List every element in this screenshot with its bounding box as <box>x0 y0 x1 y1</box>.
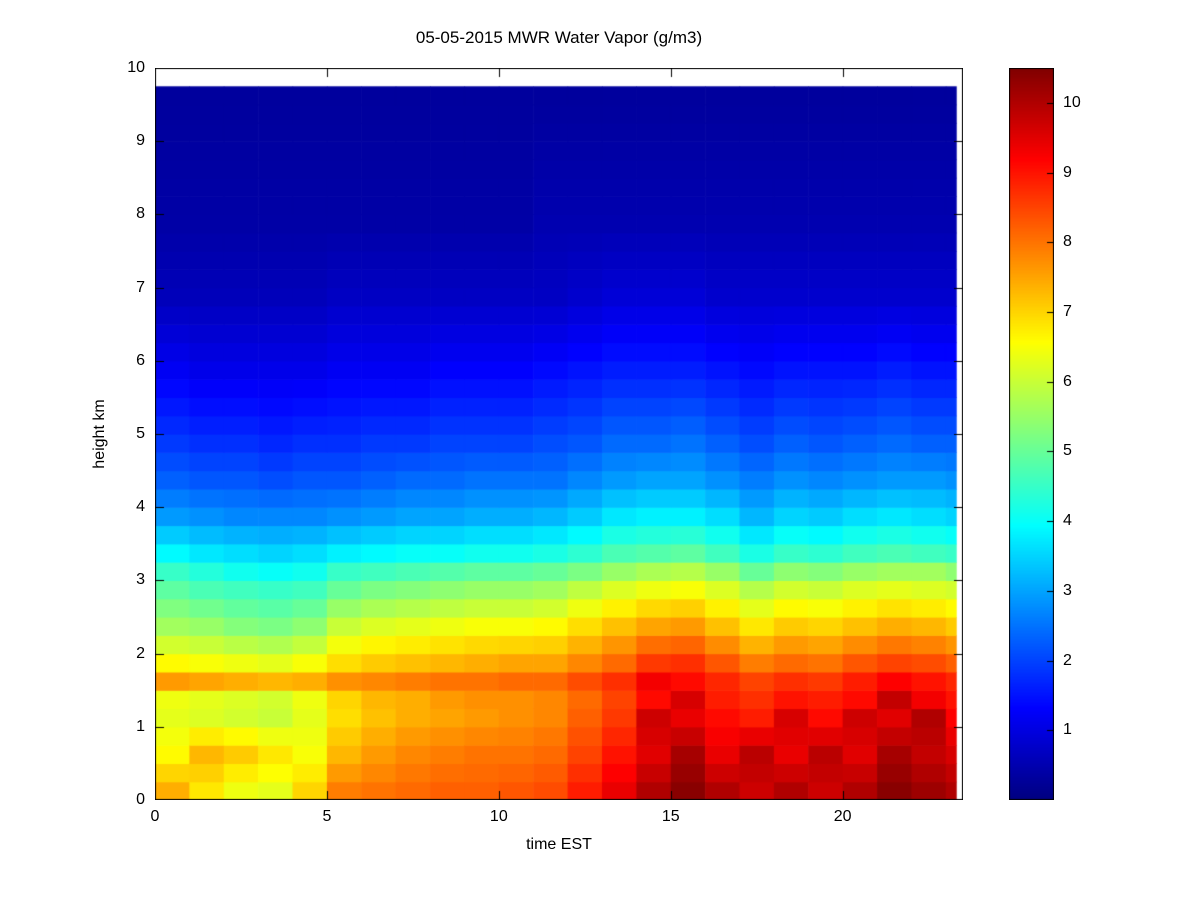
x-tick-label: 0 <box>150 808 160 825</box>
colorbar-tick-label: 6 <box>1063 372 1072 390</box>
x-tick-label: 20 <box>833 808 852 825</box>
colorbar-tick-label: 10 <box>1063 93 1081 111</box>
y-tick-label: 2 <box>136 644 145 662</box>
y-tick-label: 7 <box>136 278 145 296</box>
colorbar-tick-label: 7 <box>1063 303 1072 320</box>
y-tick-label: 9 <box>136 132 145 150</box>
x-tick-label: 15 <box>661 808 680 825</box>
heatmap-canvas <box>155 68 963 800</box>
colorbar-canvas <box>1009 68 1054 800</box>
y-tick-label: 8 <box>136 205 145 223</box>
y-tick-label: 10 <box>127 59 145 76</box>
colorbar-tick-label: 4 <box>1063 512 1072 530</box>
colorbar-tick-label: 2 <box>1063 651 1072 669</box>
y-tick-label: 4 <box>136 498 145 516</box>
x-axis-label: time EST <box>526 836 592 853</box>
y-tick-label: 6 <box>136 351 145 369</box>
colorbar-tick-label: 9 <box>1063 163 1072 181</box>
colorbar-tick-label: 5 <box>1063 442 1072 460</box>
colorbar-tick-label: 8 <box>1063 233 1072 251</box>
x-tick-label: 10 <box>489 808 508 825</box>
chart-title: 05-05-2015 MWR Water Vapor (g/m3) <box>415 28 703 47</box>
y-axis-label: height km <box>91 399 108 469</box>
colorbar-tick-label: 1 <box>1063 721 1072 739</box>
colorbar-tick-label: 3 <box>1063 581 1072 599</box>
y-tick-label: 5 <box>136 425 145 442</box>
y-tick-label: 3 <box>136 571 145 589</box>
y-tick-label: 1 <box>136 717 145 735</box>
y-tick-label: 0 <box>136 791 145 808</box>
x-tick-label: 5 <box>322 808 332 825</box>
